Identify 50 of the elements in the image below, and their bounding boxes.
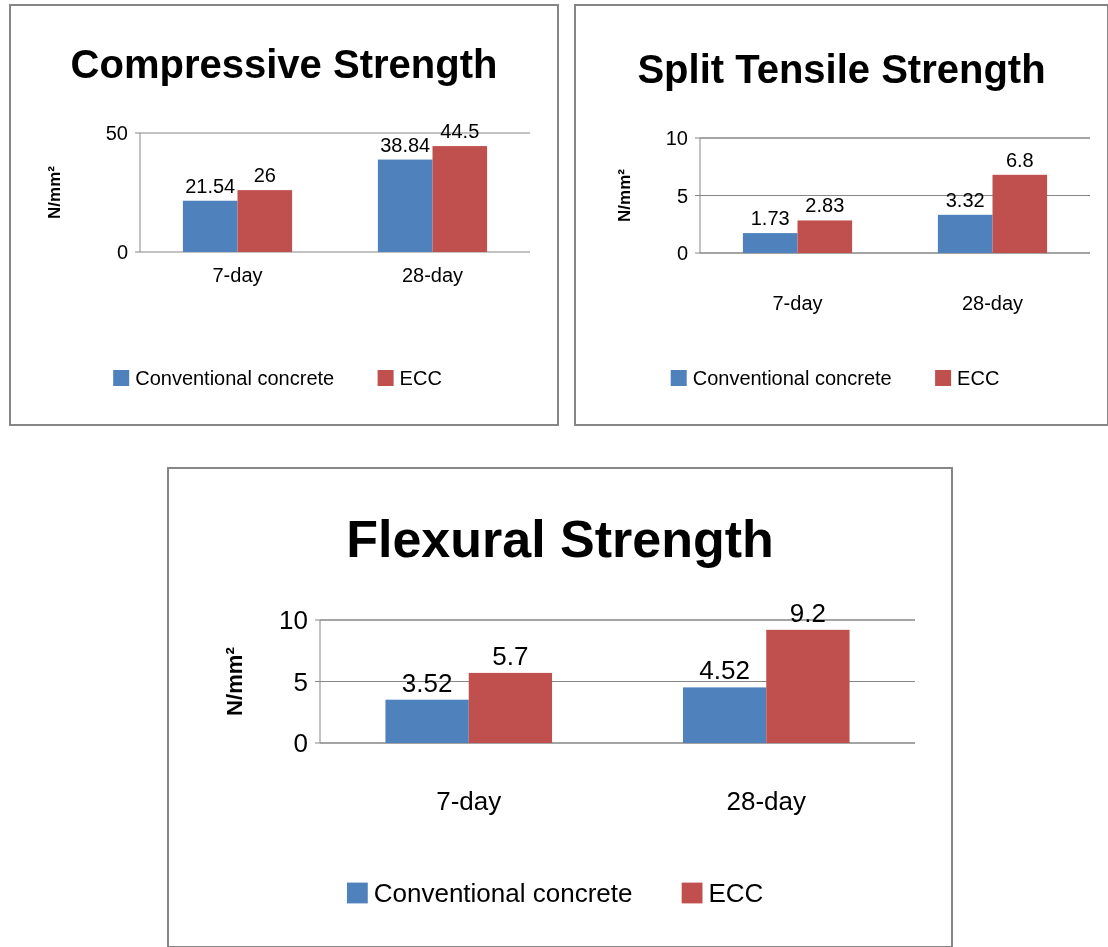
data-label: 2.83: [805, 194, 845, 217]
y-axis-title: N/mm²: [222, 647, 247, 716]
legend-label: Conventional concrete: [373, 878, 633, 909]
legend-label: ECC: [708, 878, 764, 909]
y-tick-label: 0: [293, 728, 308, 759]
x-tick-label: 28-day: [961, 292, 1024, 314]
data-label: 6.8: [1005, 148, 1034, 171]
chart-title: Flexural Strength: [346, 510, 774, 568]
x-tick-label: 7-day: [436, 786, 502, 816]
bar: [766, 629, 850, 743]
bar: [377, 159, 433, 252]
bar: [937, 214, 993, 253]
y-axis-title: N/mm²: [45, 165, 64, 219]
bar: [682, 687, 767, 743]
data-label: 44.5: [440, 120, 480, 143]
x-tick-label: 28-day: [401, 264, 464, 286]
bar: [237, 190, 293, 252]
y-axis-title: N/mm²: [615, 168, 634, 222]
bar: [182, 200, 238, 252]
y-tick-label: 5: [293, 666, 308, 697]
data-label: 5.7: [492, 640, 529, 671]
chart-title: Compressive Strength: [70, 42, 498, 86]
bar: [742, 233, 798, 253]
data-label: 26: [253, 164, 276, 187]
chart-title: Split Tensile Strength: [637, 47, 1046, 91]
y-tick-label: 10: [665, 127, 688, 149]
bar: [432, 146, 488, 252]
legend-label: Conventional concrete: [135, 367, 335, 389]
x-tick-label: 7-day: [772, 292, 823, 314]
legend-label: ECC: [957, 367, 1000, 389]
bar: [992, 174, 1048, 253]
bar: [385, 699, 469, 743]
y-tick-label: 10: [279, 605, 308, 636]
y-tick-label: 0: [676, 242, 688, 264]
x-tick-label: 7-day: [212, 264, 263, 286]
data-label: 3.52: [401, 667, 453, 698]
data-label: 1.73: [750, 207, 790, 230]
data-label: 3.32: [945, 188, 985, 211]
bar: [797, 220, 853, 253]
data-label: 38.84: [380, 133, 431, 156]
bar: [468, 672, 553, 743]
y-tick-label: 0: [116, 241, 128, 263]
y-tick-label: 5: [676, 184, 688, 207]
data-label: 4.52: [699, 655, 750, 686]
data-label: 21.54: [185, 174, 236, 197]
y-tick-label: 50: [105, 122, 128, 144]
x-tick-label: 28-day: [726, 786, 806, 816]
legend-label: ECC: [399, 367, 442, 389]
data-label: 9.2: [789, 597, 826, 628]
legend-label: Conventional concrete: [692, 367, 892, 389]
